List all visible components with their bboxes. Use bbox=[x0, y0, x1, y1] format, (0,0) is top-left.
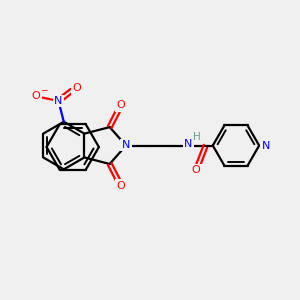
Text: N: N bbox=[184, 139, 193, 149]
Text: N: N bbox=[262, 140, 270, 151]
Text: O: O bbox=[191, 165, 200, 175]
Text: O: O bbox=[117, 181, 125, 191]
Text: O: O bbox=[32, 91, 40, 101]
Text: H: H bbox=[193, 132, 201, 142]
Text: −: − bbox=[40, 85, 48, 94]
Text: N: N bbox=[54, 96, 63, 106]
Text: O: O bbox=[73, 83, 82, 93]
Text: O: O bbox=[117, 100, 125, 110]
Text: N: N bbox=[122, 140, 130, 150]
